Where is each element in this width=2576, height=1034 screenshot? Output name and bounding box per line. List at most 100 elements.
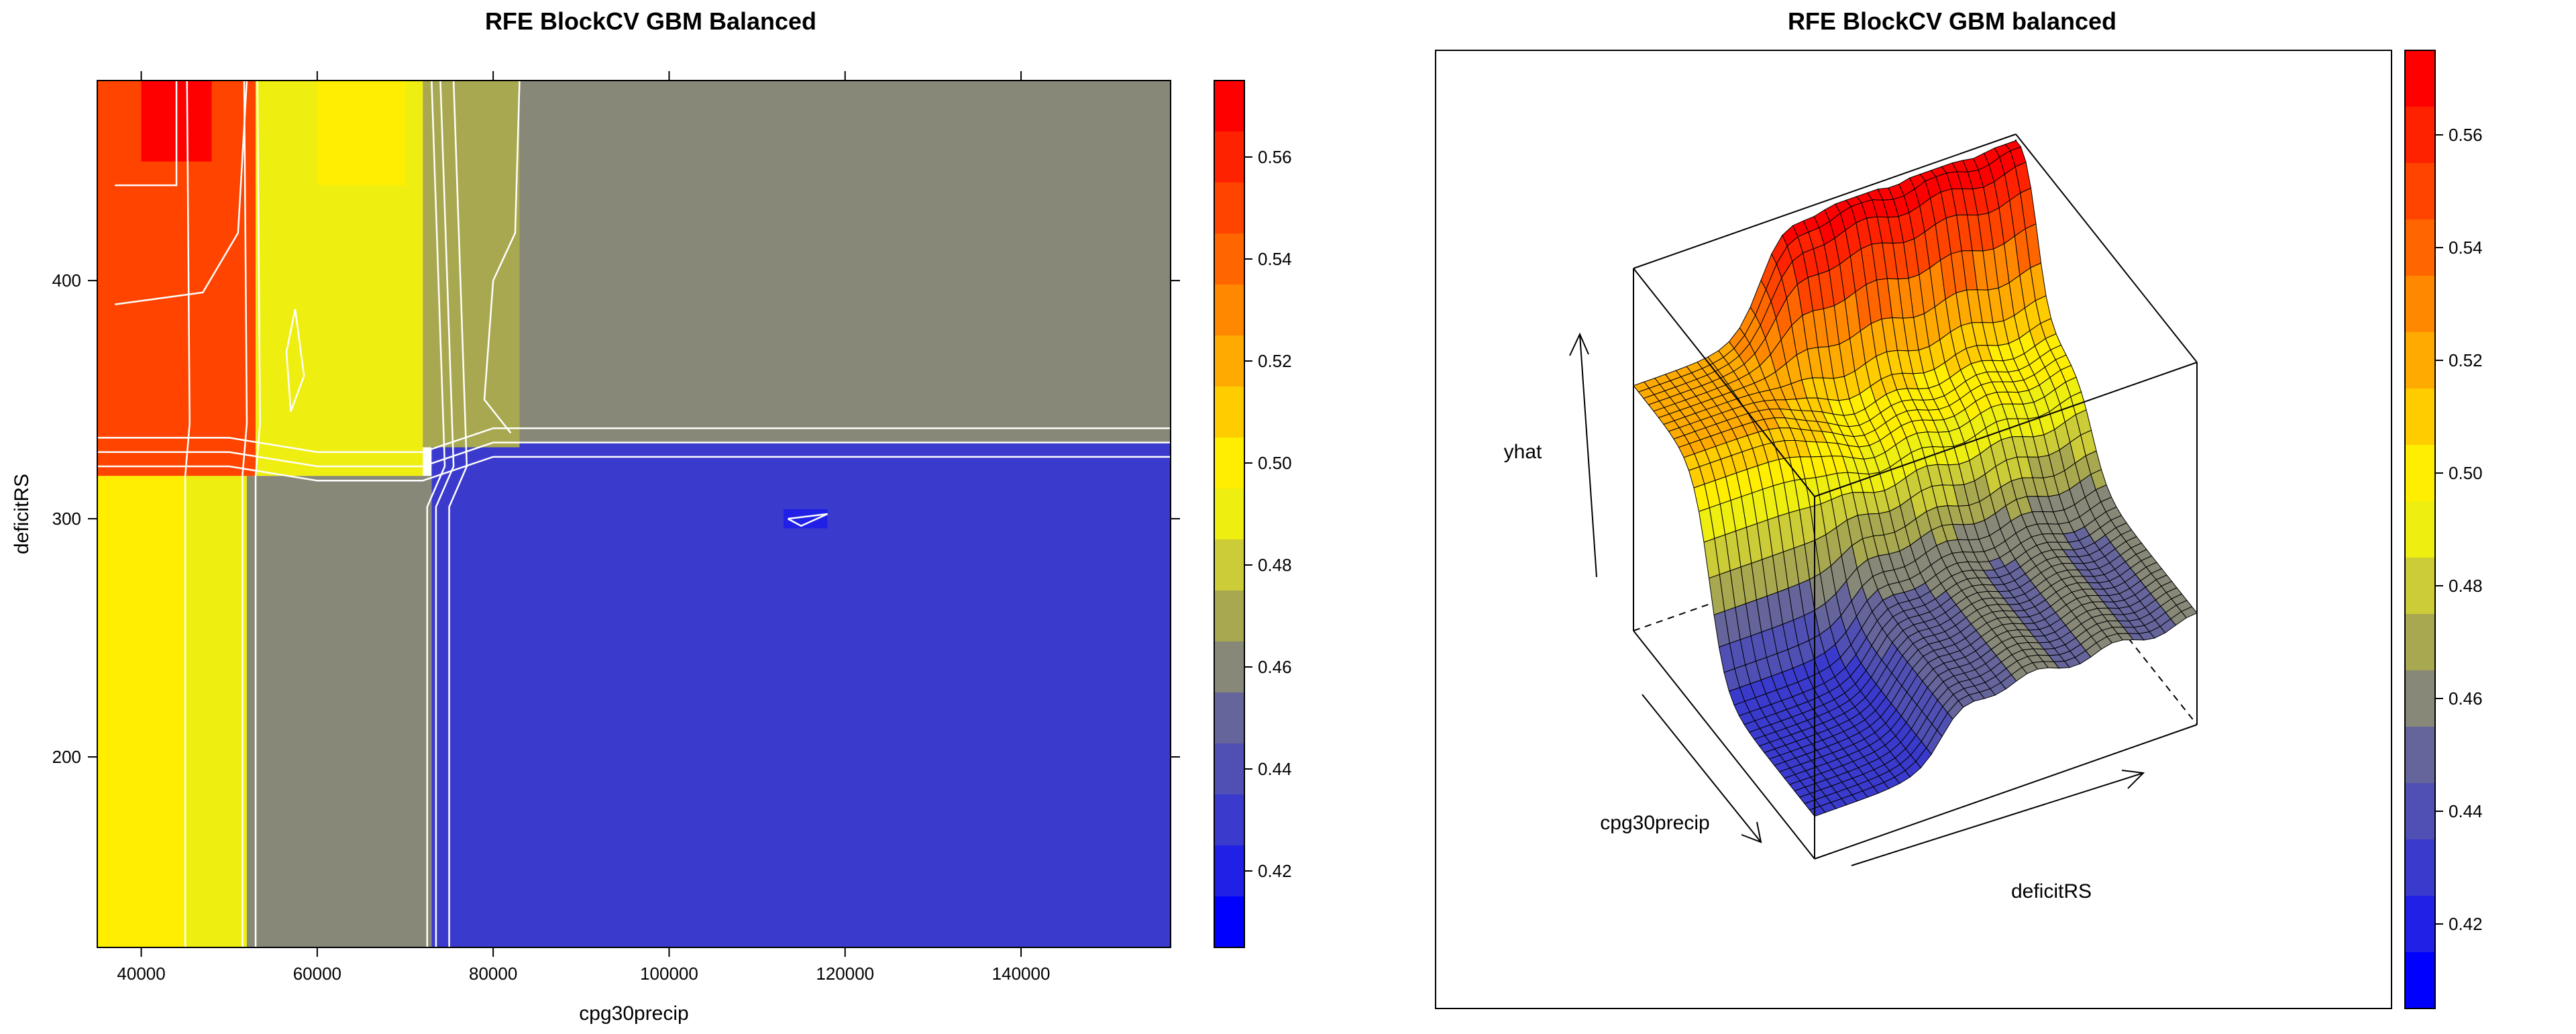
colorbar-tick-label: 0.52 — [2449, 350, 2483, 370]
colorbar-tick-label: 0.50 — [2449, 463, 2483, 483]
colorbar-band — [1214, 641, 1244, 692]
colorbar-band — [2405, 276, 2435, 332]
colorbar-band — [1214, 81, 1244, 132]
box-edge — [1633, 268, 1815, 497]
contour-line — [483, 80, 521, 434]
colorbar-tick-label: 0.56 — [1258, 147, 1292, 167]
heatmap-colorbar: 0.42 0.44 0.46 0.48 0.50 0.52 0.54 0.56 — [1214, 80, 1292, 948]
x-tick-label: 100000 — [640, 964, 698, 984]
colorbar-tick-label: 0.48 — [2449, 576, 2483, 596]
contour-line — [97, 456, 1171, 482]
heatmap-x-axis: 40000 60000 80000 100000 120000 140000 — [117, 71, 1050, 984]
contour-line — [115, 81, 178, 187]
contour-line — [254, 80, 261, 947]
colorbar-tick-label: 0.54 — [1258, 249, 1292, 269]
colorbar-frame — [1214, 80, 1245, 948]
surface-box-front-edges — [1633, 134, 2198, 860]
box-edge — [1633, 134, 2017, 269]
colorbar-band — [1214, 132, 1244, 183]
colorbar-band — [2405, 896, 2435, 952]
surface-z-axis-label: yhat — [1504, 441, 1542, 463]
x-tick-label: 40000 — [117, 964, 165, 984]
colorbar-band — [2405, 163, 2435, 219]
heatmap-region — [246, 476, 432, 947]
surface-panel-frame — [1435, 50, 2392, 1009]
colorbar-band — [1214, 285, 1244, 335]
contour-line — [448, 80, 468, 947]
contour-line — [184, 80, 191, 947]
y-tick-label: 200 — [52, 747, 81, 767]
colorbar-band — [1214, 896, 1244, 947]
contour-line — [285, 309, 305, 412]
box-edge — [1814, 362, 2198, 497]
colorbar-band — [1214, 437, 1244, 488]
colorbar-tick-label: 0.42 — [2449, 914, 2483, 934]
x-tick-label: 140000 — [992, 964, 1051, 984]
colorbar-band — [2405, 952, 2435, 1009]
colorbar-band — [1214, 590, 1244, 641]
colorbar-band — [2405, 501, 2435, 558]
contour-line — [241, 80, 248, 947]
heatmap-y-axis-label: deficitRS — [11, 474, 33, 554]
box-edge — [1633, 630, 1815, 860]
colorbar-band — [1214, 743, 1244, 794]
heatmap-title: RFE BlockCV GBM Balanced — [485, 7, 816, 35]
colorbar-band — [1214, 692, 1244, 743]
x-tick-label: 80000 — [469, 964, 517, 984]
colorbar-band — [2405, 50, 2435, 107]
surface-panel: RFE BlockCV GBM balanced yhat cpg30preci… — [1435, 7, 2483, 1009]
heatmap-region — [519, 81, 1171, 443]
heatmap-panel: RFE BlockCV GBM Balanced 40000 60000 80000… — [11, 7, 1292, 1025]
x-tick-label: 120000 — [816, 964, 874, 984]
colorbar-band — [2405, 332, 2435, 389]
colorbar-tick-label: 0.52 — [1258, 351, 1292, 371]
colorbar-band — [2405, 445, 2435, 501]
contour-line — [787, 513, 828, 527]
surface-y-axis-label: cpg30precip — [1600, 812, 1709, 834]
surface-colorbar: 0.42 0.44 0.46 0.48 0.50 0.52 0.54 0.56 — [2404, 50, 2483, 1009]
surface-z-arrow — [1569, 332, 1597, 578]
colorbar-tick-label: 0.46 — [2449, 688, 2483, 709]
colorbar-band — [1214, 488, 1244, 539]
x-tick-label: 60000 — [293, 964, 341, 984]
colorbar-band — [2405, 614, 2435, 670]
surface-facet — [1809, 805, 1826, 817]
heatmap-contours — [97, 80, 1171, 947]
colorbar-band — [2405, 389, 2435, 445]
colorbar-band — [1214, 183, 1244, 234]
heatmap-region — [317, 81, 406, 186]
colorbar-band — [2405, 219, 2435, 276]
surface-x-arrow — [1851, 770, 2145, 866]
colorbar-tick-label: 0.44 — [1258, 759, 1292, 779]
heatmap-x-axis-label: cpg30precip — [579, 1002, 688, 1025]
colorbar-tick-label: 0.50 — [1258, 453, 1292, 473]
colorbar-tick-label: 0.46 — [1258, 657, 1292, 677]
colorbar-band — [2405, 107, 2435, 163]
surface-x-axis-label: deficitRS — [2011, 880, 2092, 902]
colorbar-frame — [2404, 50, 2436, 1009]
box-edge — [1814, 724, 2198, 860]
box-edge — [2015, 134, 2198, 363]
colorbar-band — [2405, 783, 2435, 839]
colorbar-band — [1214, 234, 1244, 285]
heatmap-region — [423, 81, 520, 448]
contour-line — [97, 427, 1171, 453]
colorbar-tick-label: 0.56 — [2449, 125, 2483, 145]
surface-y-arrow — [1642, 694, 1762, 843]
colorbar-tick-label: 0.44 — [2449, 801, 2483, 821]
colorbar-band — [1214, 794, 1244, 845]
colorbar-tick-label: 0.54 — [2449, 238, 2483, 258]
surface-title: RFE BlockCV GBM balanced — [1788, 7, 2116, 35]
heatmap-region — [97, 476, 186, 947]
colorbar-band — [1214, 845, 1244, 896]
colorbar-band — [2405, 727, 2435, 783]
colorbar-band — [2405, 670, 2435, 727]
surface-mesh — [1633, 140, 2198, 817]
y-tick-label: 300 — [52, 509, 81, 529]
contour-line — [115, 80, 248, 305]
colorbar-band — [1214, 386, 1244, 437]
contour-line — [426, 80, 446, 947]
colorbar-band — [1214, 335, 1244, 386]
